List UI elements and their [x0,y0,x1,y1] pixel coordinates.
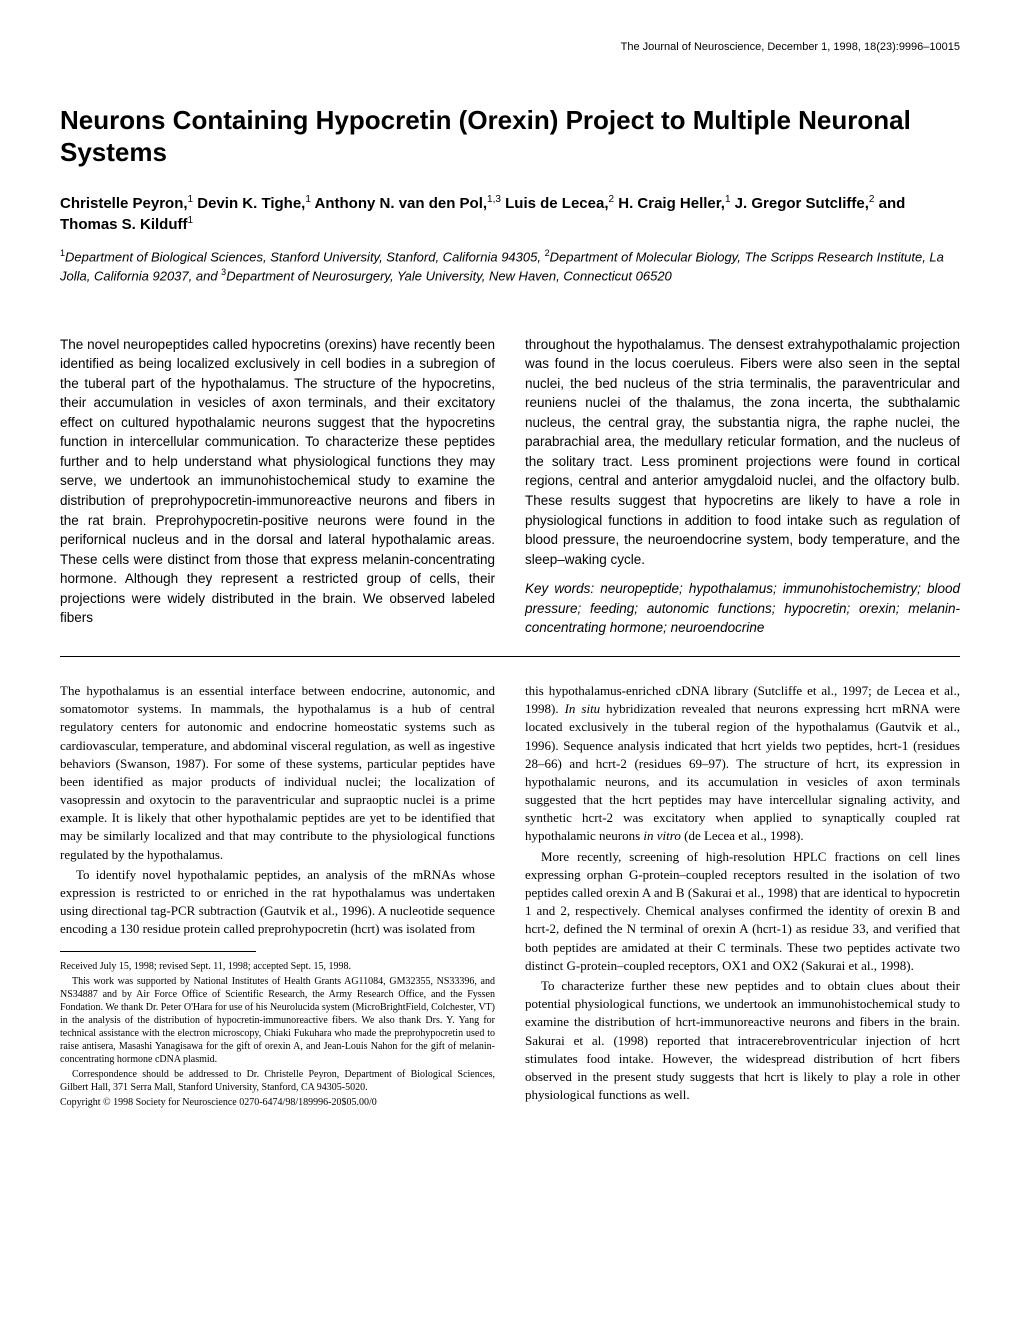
body-paragraph: To identify novel hypothalamic peptides,… [60,866,495,939]
body-paragraph: To characterize further these new peptid… [525,977,960,1104]
body-left-column: The hypothalamus is an essential interfa… [60,682,495,1111]
footnote-support: This work was supported by National Inst… [60,975,495,1066]
abstract-left-text: The novel neuropeptides called hypocreti… [60,337,495,626]
footnote-received: Received July 15, 1998; revised Sept. 11… [60,960,495,973]
footnote-correspondence: Correspondence should be addressed to Dr… [60,1068,495,1094]
footnote-copyright: Copyright © 1998 Society for Neuroscienc… [60,1096,495,1109]
authors: Christelle Peyron,1 Devin K. Tighe,1 Ant… [60,193,960,235]
body-right-column: this hypothalamus-enriched cDNA library … [525,682,960,1111]
body-paragraph: this hypothalamus-enriched cDNA library … [525,682,960,846]
body-text: The hypothalamus is an essential interfa… [60,682,960,1111]
affiliations: 1Department of Biological Sciences, Stan… [60,247,960,285]
footnotes: Received July 15, 1998; revised Sept. 11… [60,960,495,1109]
footnote-divider [60,951,256,952]
body-paragraph: More recently, screening of high-resolut… [525,848,960,975]
paper-title: Neurons Containing Hypocretin (Orexin) P… [60,105,960,167]
running-head: The Journal of Neuroscience, December 1,… [60,40,960,55]
keywords: Key words: neuropeptide; hypothalamus; i… [525,581,960,635]
abstract: The novel neuropeptides called hypocreti… [60,335,960,638]
abstract-right-column: throughout the hypothalamus. The densest… [525,335,960,638]
section-divider [60,656,960,657]
body-paragraph: The hypothalamus is an essential interfa… [60,682,495,864]
abstract-left-column: The novel neuropeptides called hypocreti… [60,335,495,638]
abstract-right-text: throughout the hypothalamus. The densest… [525,337,960,567]
